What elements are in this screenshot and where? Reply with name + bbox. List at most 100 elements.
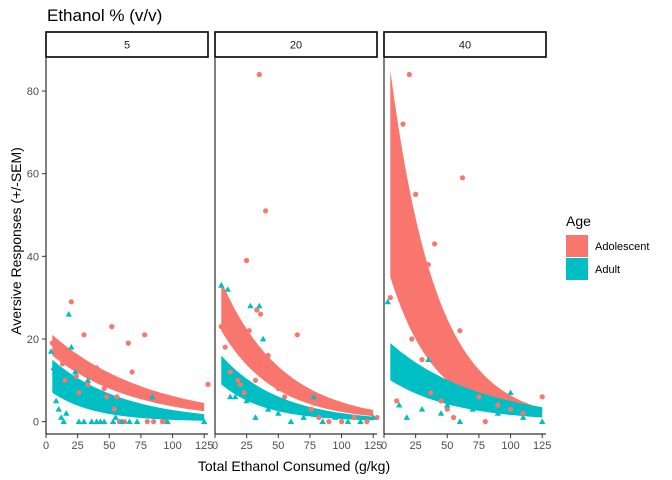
x-tick-label: 75	[473, 440, 485, 452]
adolescent-point	[459, 175, 466, 181]
adolescent-point	[275, 385, 281, 392]
adolescent-point	[114, 394, 120, 400]
adult-point	[310, 393, 317, 400]
adolescent-point	[256, 71, 262, 78]
adolescent-point	[419, 357, 425, 363]
adult-point	[357, 418, 364, 424]
x-tick-label: 25	[410, 440, 422, 452]
adolescent-point	[425, 262, 431, 268]
facet-strip-label: 40	[459, 40, 471, 52]
x-tick-label: 100	[332, 440, 350, 452]
adolescent-point	[339, 419, 345, 425]
adolescent-point	[520, 410, 526, 416]
adolescent-point	[282, 394, 288, 400]
adult-point	[469, 406, 476, 412]
adult-point	[444, 401, 451, 408]
adolescent-point	[451, 414, 457, 421]
adolescent-point	[438, 398, 444, 404]
adolescent-point	[316, 414, 322, 421]
adolescent-point	[273, 381, 279, 387]
adult-point	[232, 393, 239, 400]
adult-point	[396, 401, 403, 408]
adult-point	[265, 406, 272, 412]
adult-fit-band	[221, 355, 374, 421]
adolescent-point	[66, 352, 72, 359]
adolescent-point	[104, 394, 110, 400]
adolescent-point	[457, 328, 463, 334]
adolescent-point	[252, 377, 259, 383]
adolescent-point	[444, 406, 450, 412]
adult-point	[51, 368, 59, 375]
adolescent-fit-band	[52, 334, 205, 412]
adult-point	[532, 406, 540, 412]
adolescent-point	[205, 381, 211, 387]
adult-point	[412, 385, 419, 391]
adult-point	[71, 368, 79, 375]
adolescent-point	[81, 332, 87, 338]
adult-point	[118, 418, 126, 424]
adolescent-point	[434, 315, 440, 321]
x-tick-label: 0	[381, 440, 387, 452]
adult-point	[65, 311, 72, 317]
adolescent-point	[387, 295, 393, 301]
adolescent-point	[73, 373, 79, 379]
adolescent-point	[90, 365, 96, 371]
legend-key-adolescent	[566, 235, 588, 257]
adolescent-point	[288, 385, 294, 392]
adolescent-point	[227, 369, 233, 375]
y-axis-label: Aversive Responses (+/-SEM)	[8, 147, 24, 335]
adult-point	[275, 410, 282, 416]
adult-point	[75, 418, 83, 424]
adult-point	[149, 393, 156, 400]
adult-point	[319, 418, 326, 424]
x-tick-label: 25	[72, 440, 84, 452]
adult-fit-band	[52, 359, 205, 421]
x-tick-label: 125	[533, 440, 551, 452]
y-tick-label: 60	[27, 169, 39, 181]
chart-title: Ethanol % (v/v)	[47, 6, 162, 25]
adult-point	[281, 397, 288, 404]
adolescent-point	[111, 406, 117, 412]
adult-point	[227, 393, 234, 400]
adult-point	[437, 410, 445, 416]
adult-point	[300, 414, 307, 420]
adult-point	[50, 364, 57, 371]
adolescent-point	[109, 324, 115, 330]
adolescent-point	[467, 377, 473, 383]
x-tick-label: 125	[364, 440, 382, 452]
x-tick-label: 100	[501, 440, 519, 452]
adult-point	[418, 406, 426, 412]
x-tick-label: 50	[272, 440, 284, 452]
adolescent-point	[235, 377, 241, 383]
adolescent-point	[495, 402, 501, 408]
adolescent-point	[142, 332, 148, 338]
adult-point	[539, 418, 546, 424]
adolescent-point	[244, 257, 250, 264]
adult-point	[218, 282, 225, 288]
facet-strip-label: 20	[290, 40, 302, 52]
x-tick-label: 50	[103, 440, 115, 452]
adolescent-point	[258, 311, 264, 317]
adolescent-point	[406, 71, 412, 78]
adult-fit-band	[390, 343, 543, 418]
x-tick-label: 125	[195, 440, 213, 452]
adolescent-point	[539, 394, 545, 400]
adult-point	[456, 418, 464, 424]
adolescent-point	[56, 348, 62, 354]
facet-strip	[383, 31, 547, 58]
adolescent-point	[125, 340, 131, 346]
adult-point	[80, 418, 88, 424]
adult-point	[520, 414, 527, 420]
legend-title: Age	[566, 213, 591, 229]
adolescent-point	[129, 369, 135, 375]
adult-point	[450, 385, 457, 391]
adolescent-point	[68, 299, 74, 305]
adult-point	[249, 393, 257, 400]
x-tick-label: 100	[163, 440, 181, 452]
adult-point	[68, 344, 75, 350]
adult-point	[494, 410, 502, 416]
adolescent-point	[432, 241, 438, 247]
adult-point	[126, 418, 133, 424]
adolescent-point	[351, 414, 357, 421]
adult-point	[287, 418, 295, 424]
